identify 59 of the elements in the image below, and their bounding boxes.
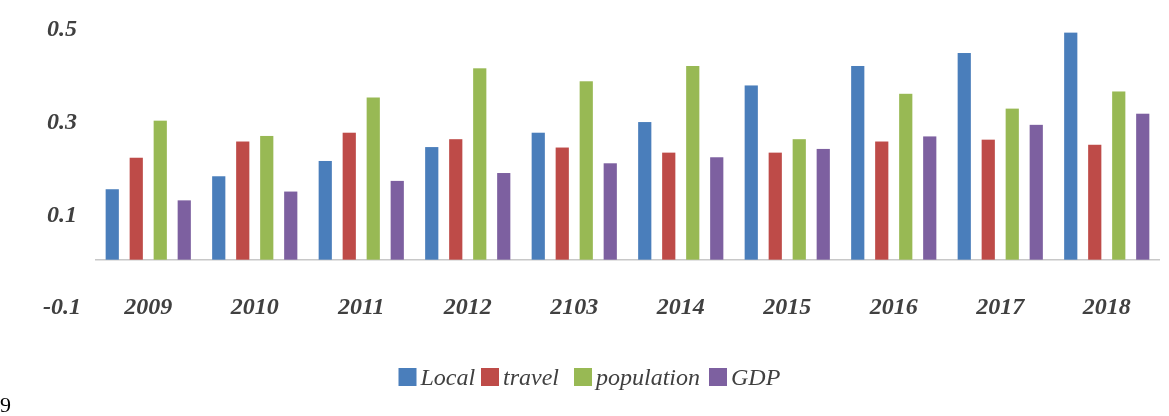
y-tick-label: 0.5 [47, 15, 77, 42]
bar [1112, 91, 1126, 260]
bar [638, 122, 652, 260]
y-tick-label: 0.3 [47, 108, 77, 135]
bar [284, 191, 298, 260]
bar [662, 152, 676, 260]
bar [497, 173, 511, 260]
x-tick-label: 2009 [123, 293, 173, 320]
bar [531, 132, 545, 260]
bar [105, 189, 119, 260]
y-tick-label: -0.1 [43, 293, 81, 320]
bar [603, 163, 617, 260]
bar [981, 139, 995, 260]
bar [449, 139, 463, 260]
bar [851, 65, 865, 260]
bar [366, 97, 380, 260]
bar [957, 53, 971, 260]
bar [390, 180, 404, 260]
bar [212, 176, 226, 260]
bar [816, 148, 830, 260]
bar [318, 160, 332, 260]
x-tick-label: 2015 [762, 293, 812, 320]
bar [260, 135, 274, 260]
x-tick-label: 2012 [442, 293, 492, 320]
bar [579, 81, 593, 260]
bar [768, 152, 782, 260]
bar [1029, 124, 1043, 260]
legend-label: GDP [731, 364, 781, 391]
bar [899, 93, 913, 260]
bar [923, 136, 937, 260]
bar [875, 141, 889, 260]
x-tick-label: 2011 [336, 293, 385, 320]
bar [153, 120, 167, 260]
y-tick-label: 0.1 [47, 200, 77, 227]
legend-label: travel [503, 364, 560, 391]
bar [744, 85, 758, 260]
bar [473, 68, 487, 260]
bar [342, 132, 356, 260]
bar [686, 65, 700, 260]
bar [1136, 113, 1150, 260]
x-tick-label: 2010 [229, 293, 279, 320]
bar [710, 157, 724, 260]
bar [1088, 144, 1102, 260]
bar [1064, 32, 1078, 260]
text: 9 [0, 391, 11, 416]
x-tick-label: 2014 [655, 293, 705, 320]
x-tick-label: 2018 [1081, 293, 1131, 320]
bar [129, 157, 143, 260]
bar [792, 139, 806, 260]
bar [236, 141, 250, 260]
x-tick-label: 2103 [549, 293, 599, 320]
bar [425, 147, 439, 260]
legend-label: Local [419, 364, 476, 391]
x-tick-label: 2017 [975, 293, 1026, 320]
bar [1005, 108, 1019, 260]
legend-label: population [594, 364, 701, 391]
bar [177, 200, 191, 260]
bar [555, 147, 569, 260]
x-tick-label: 2016 [868, 293, 918, 320]
